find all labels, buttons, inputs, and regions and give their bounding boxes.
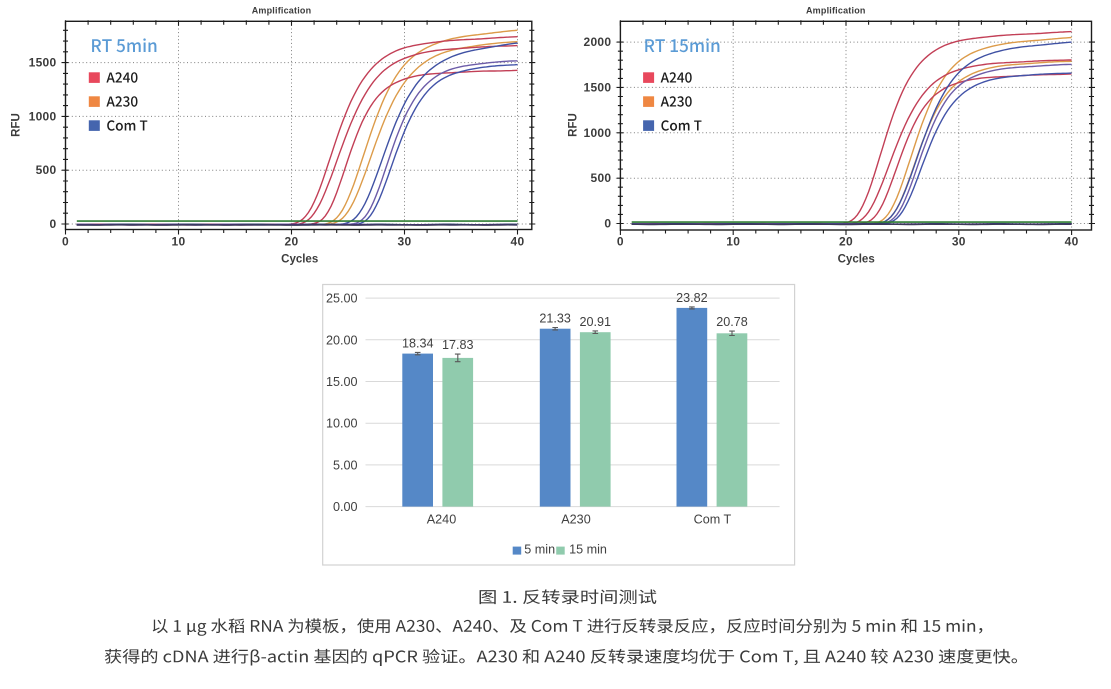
svg-text:40: 40 [1065, 235, 1079, 249]
svg-text:40: 40 [511, 235, 525, 249]
svg-text:1500: 1500 [29, 56, 57, 70]
svg-text:10: 10 [726, 235, 740, 249]
svg-text:Com T: Com T [694, 513, 732, 527]
svg-text:20: 20 [285, 235, 299, 249]
svg-text:Cycles: Cycles [281, 254, 318, 266]
svg-text:1500: 1500 [583, 80, 611, 94]
svg-text:Amplification: Amplification [806, 6, 866, 16]
svg-text:0: 0 [62, 235, 69, 249]
svg-text:30: 30 [952, 235, 966, 249]
svg-text:30: 30 [398, 235, 412, 249]
svg-text:A230: A230 [561, 513, 590, 527]
svg-text:0: 0 [617, 235, 624, 249]
svg-text:0: 0 [50, 217, 57, 231]
svg-text:21.33: 21.33 [539, 312, 571, 326]
svg-text:15 min: 15 min [569, 543, 607, 557]
svg-text:25.00: 25.00 [326, 292, 358, 306]
svg-text:5.00: 5.00 [333, 458, 358, 472]
svg-text:17.83: 17.83 [442, 338, 474, 352]
svg-text:18.34: 18.34 [402, 336, 434, 350]
svg-text:5 min: 5 min [524, 543, 555, 557]
svg-text:20.00: 20.00 [326, 333, 358, 347]
svg-text:RFU: RFU [567, 113, 579, 137]
svg-text:Cycles: Cycles [838, 254, 875, 266]
svg-text:23.82: 23.82 [676, 291, 708, 305]
svg-text:10.00: 10.00 [326, 417, 358, 431]
svg-text:20.91: 20.91 [579, 315, 611, 329]
svg-text:RFU: RFU [11, 113, 23, 137]
svg-text:Amplification: Amplification [252, 6, 312, 16]
svg-text:A240: A240 [427, 513, 456, 527]
svg-text:20: 20 [839, 235, 853, 249]
svg-text:1000: 1000 [583, 126, 611, 140]
svg-text:0.00: 0.00 [333, 500, 358, 514]
svg-text:2000: 2000 [583, 35, 611, 49]
svg-text:1000: 1000 [29, 109, 57, 123]
svg-text:500: 500 [36, 163, 57, 177]
svg-text:0: 0 [604, 217, 611, 231]
svg-text:10: 10 [172, 235, 186, 249]
svg-text:500: 500 [590, 171, 611, 185]
svg-text:20.78: 20.78 [716, 315, 748, 329]
svg-text:15.00: 15.00 [326, 375, 358, 389]
